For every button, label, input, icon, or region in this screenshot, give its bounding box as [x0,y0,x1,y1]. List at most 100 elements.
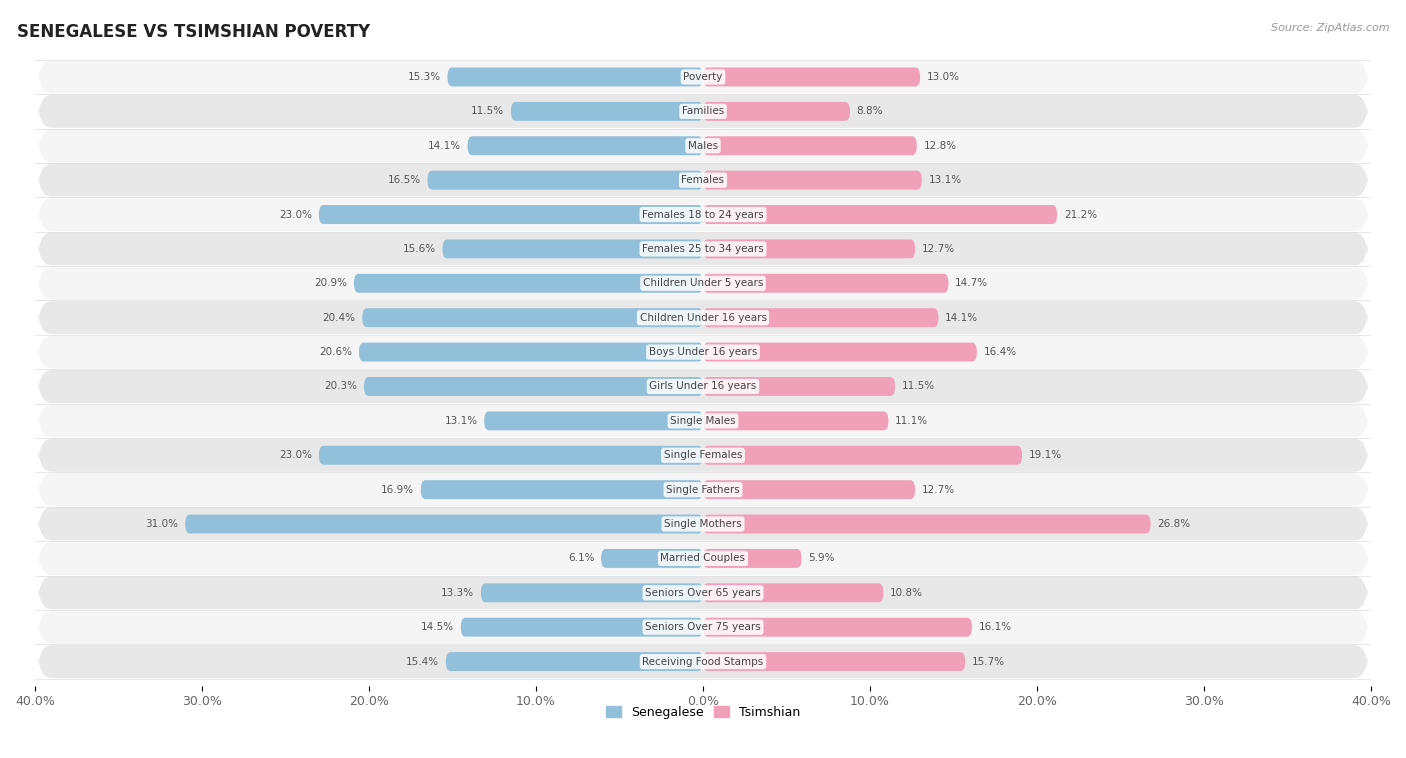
Text: 12.8%: 12.8% [924,141,956,151]
FancyBboxPatch shape [461,618,703,637]
FancyBboxPatch shape [703,412,889,431]
FancyBboxPatch shape [703,309,938,327]
FancyBboxPatch shape [427,171,703,190]
Text: 20.9%: 20.9% [315,278,347,288]
Text: Girls Under 16 years: Girls Under 16 years [650,381,756,391]
Text: 16.9%: 16.9% [381,484,413,495]
FancyBboxPatch shape [38,370,1368,403]
FancyBboxPatch shape [481,584,703,603]
Text: 20.6%: 20.6% [319,347,353,357]
FancyBboxPatch shape [420,480,703,499]
FancyBboxPatch shape [703,205,1057,224]
Text: Females: Females [682,175,724,185]
Text: 16.1%: 16.1% [979,622,1012,632]
FancyBboxPatch shape [38,611,1368,644]
Text: 16.5%: 16.5% [388,175,420,185]
FancyBboxPatch shape [354,274,703,293]
Text: 11.5%: 11.5% [471,106,505,117]
FancyBboxPatch shape [443,240,703,258]
FancyBboxPatch shape [510,102,703,121]
Text: Poverty: Poverty [683,72,723,82]
FancyBboxPatch shape [484,412,703,431]
FancyBboxPatch shape [703,343,977,362]
FancyBboxPatch shape [38,164,1368,196]
Text: Females 25 to 34 years: Females 25 to 34 years [643,244,763,254]
FancyBboxPatch shape [703,67,920,86]
Text: 15.6%: 15.6% [402,244,436,254]
Text: Seniors Over 65 years: Seniors Over 65 years [645,587,761,598]
Text: 13.1%: 13.1% [444,416,478,426]
Text: 15.4%: 15.4% [406,656,439,666]
Text: 19.1%: 19.1% [1029,450,1062,460]
FancyBboxPatch shape [703,171,922,190]
FancyBboxPatch shape [38,508,1368,540]
Text: Single Mothers: Single Mothers [664,519,742,529]
Text: 31.0%: 31.0% [146,519,179,529]
FancyBboxPatch shape [186,515,703,534]
Text: Males: Males [688,141,718,151]
Text: Single Females: Single Females [664,450,742,460]
Text: 23.0%: 23.0% [280,209,312,220]
Text: Source: ZipAtlas.com: Source: ZipAtlas.com [1271,23,1389,33]
FancyBboxPatch shape [364,377,703,396]
FancyBboxPatch shape [446,652,703,671]
Text: Single Males: Single Males [671,416,735,426]
Text: Females 18 to 24 years: Females 18 to 24 years [643,209,763,220]
FancyBboxPatch shape [38,301,1368,334]
FancyBboxPatch shape [38,336,1368,368]
Text: Married Couples: Married Couples [661,553,745,563]
FancyBboxPatch shape [319,205,703,224]
Text: SENEGALESE VS TSIMSHIAN POVERTY: SENEGALESE VS TSIMSHIAN POVERTY [17,23,370,41]
Legend: Senegalese, Tsimshian: Senegalese, Tsimshian [600,700,806,724]
Text: 13.0%: 13.0% [927,72,960,82]
Text: 21.2%: 21.2% [1064,209,1097,220]
Text: Families: Families [682,106,724,117]
FancyBboxPatch shape [703,377,896,396]
Text: 23.0%: 23.0% [280,450,312,460]
FancyBboxPatch shape [703,515,1150,534]
Text: Receiving Food Stamps: Receiving Food Stamps [643,656,763,666]
FancyBboxPatch shape [319,446,703,465]
FancyBboxPatch shape [38,130,1368,162]
FancyBboxPatch shape [38,198,1368,231]
FancyBboxPatch shape [602,549,703,568]
FancyBboxPatch shape [38,61,1368,93]
FancyBboxPatch shape [38,233,1368,265]
FancyBboxPatch shape [703,274,949,293]
Text: Seniors Over 75 years: Seniors Over 75 years [645,622,761,632]
Text: 16.4%: 16.4% [984,347,1017,357]
Text: 11.5%: 11.5% [901,381,935,391]
Text: 12.7%: 12.7% [922,484,955,495]
FancyBboxPatch shape [38,576,1368,609]
Text: 26.8%: 26.8% [1157,519,1191,529]
FancyBboxPatch shape [703,584,883,603]
Text: 13.1%: 13.1% [928,175,962,185]
Text: 11.1%: 11.1% [896,416,928,426]
FancyBboxPatch shape [703,446,1022,465]
Text: 20.3%: 20.3% [325,381,357,391]
FancyBboxPatch shape [38,267,1368,300]
FancyBboxPatch shape [703,618,972,637]
Text: 5.9%: 5.9% [808,553,835,563]
Text: 20.4%: 20.4% [322,313,356,323]
Text: 15.3%: 15.3% [408,72,441,82]
FancyBboxPatch shape [38,95,1368,128]
Text: Single Fathers: Single Fathers [666,484,740,495]
Text: 14.1%: 14.1% [945,313,979,323]
Text: 15.7%: 15.7% [972,656,1005,666]
FancyBboxPatch shape [363,309,703,327]
FancyBboxPatch shape [703,136,917,155]
FancyBboxPatch shape [38,542,1368,575]
Text: 14.1%: 14.1% [427,141,461,151]
FancyBboxPatch shape [359,343,703,362]
FancyBboxPatch shape [447,67,703,86]
FancyBboxPatch shape [468,136,703,155]
FancyBboxPatch shape [703,549,801,568]
Text: 14.5%: 14.5% [420,622,454,632]
Text: Children Under 5 years: Children Under 5 years [643,278,763,288]
Text: 8.8%: 8.8% [856,106,883,117]
Text: 14.7%: 14.7% [955,278,988,288]
FancyBboxPatch shape [703,240,915,258]
Text: 6.1%: 6.1% [568,553,595,563]
Text: 13.3%: 13.3% [441,587,474,598]
